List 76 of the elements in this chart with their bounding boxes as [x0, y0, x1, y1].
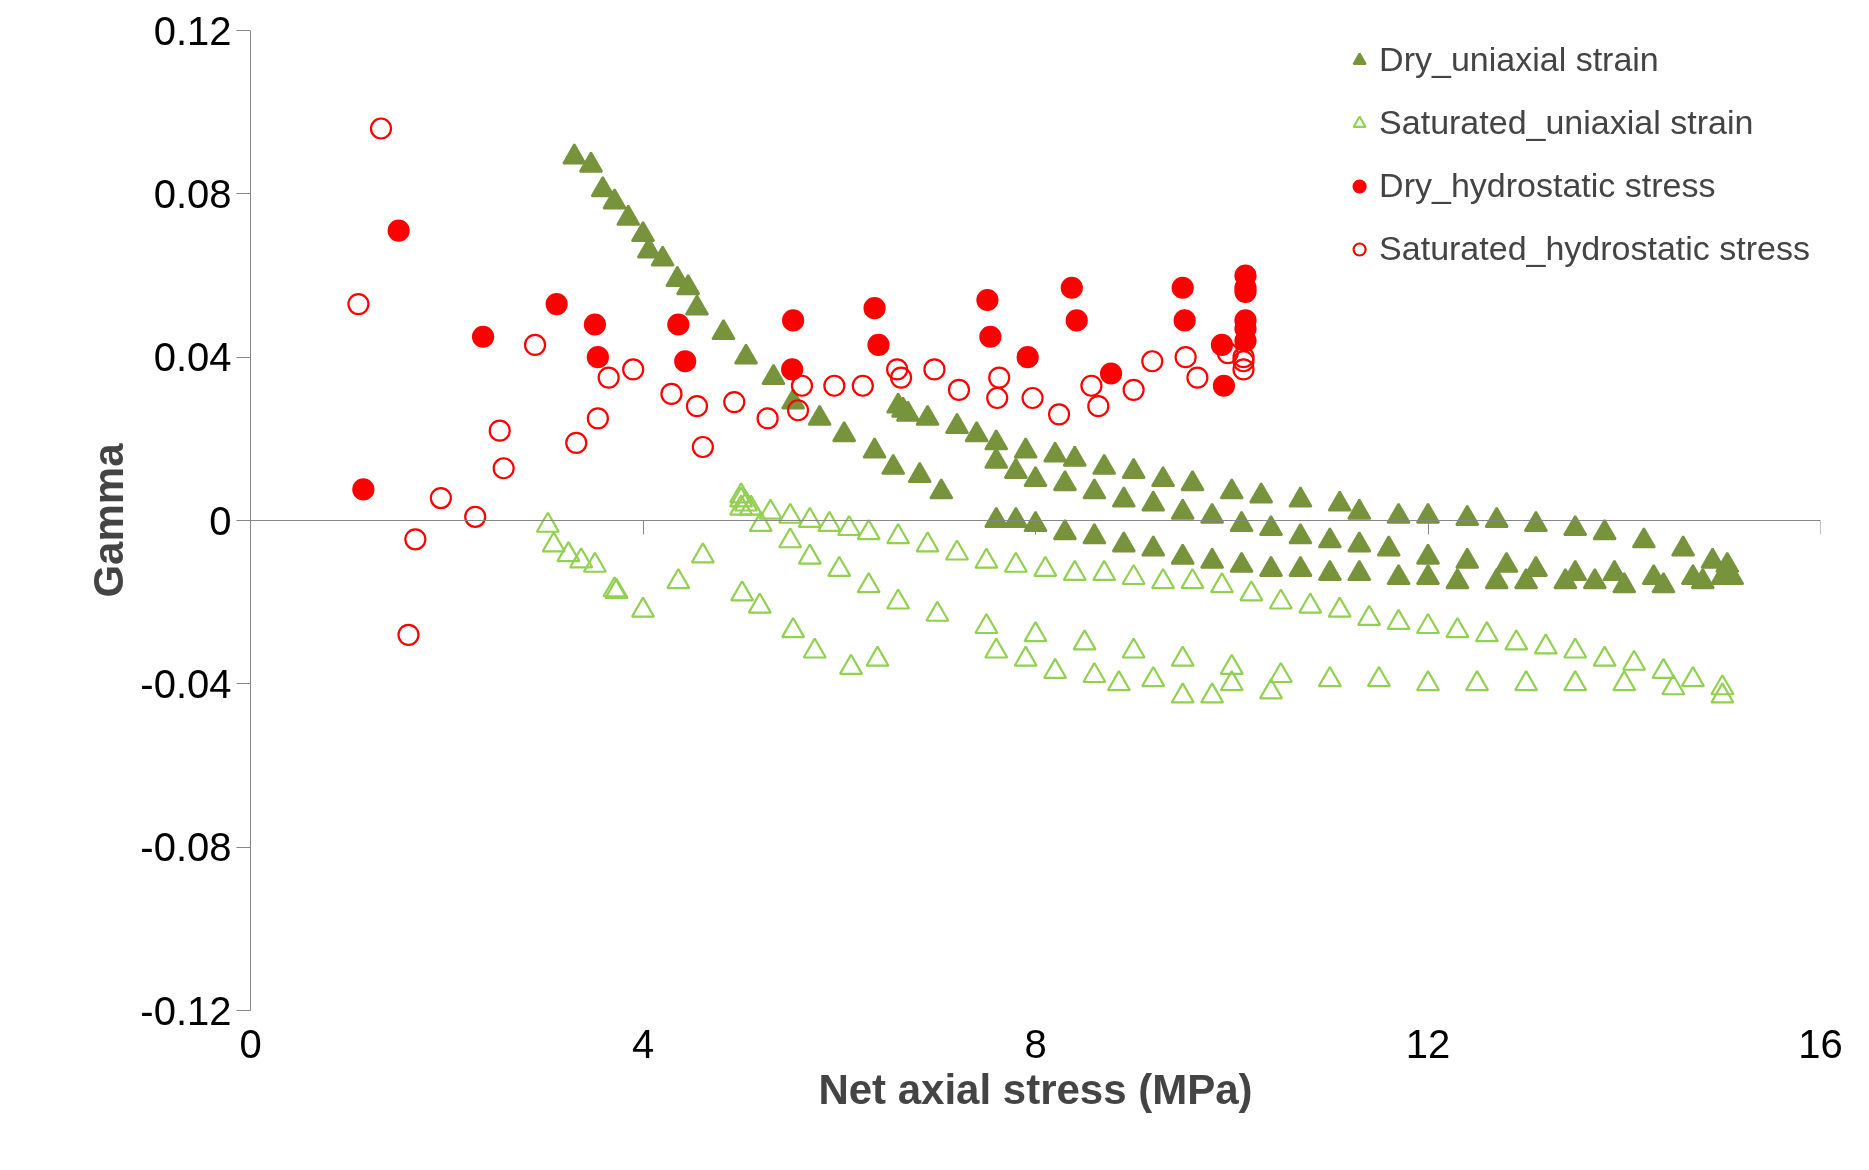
point [1016, 346, 1039, 369]
point [597, 366, 620, 389]
point [1186, 366, 1209, 389]
point [1065, 309, 1088, 332]
point [979, 325, 1002, 348]
x-tick-label: 0 [239, 1021, 262, 1066]
point [347, 293, 370, 316]
point [1060, 276, 1083, 299]
legend-label: Saturated_uniaxial strain [1379, 103, 1754, 142]
point [1122, 378, 1145, 401]
point [369, 117, 393, 140]
point [790, 374, 814, 397]
point [352, 478, 375, 501]
y-tick-label: -0.12 [140, 988, 232, 1033]
point [863, 297, 886, 320]
x-tick-label: 8 [1024, 1021, 1047, 1066]
point [397, 623, 420, 646]
point [492, 457, 515, 480]
point [976, 288, 999, 312]
y-tick-label: 0.08 [153, 171, 232, 216]
point [488, 419, 511, 442]
x-tick-label: 12 [1405, 1021, 1451, 1066]
point [464, 505, 487, 528]
point [1087, 395, 1110, 418]
point [1171, 276, 1194, 299]
point [886, 358, 909, 381]
point [947, 378, 971, 401]
point [471, 325, 495, 348]
point [622, 358, 645, 381]
point [691, 435, 714, 459]
y-tick-label: -0.08 [140, 825, 232, 870]
point [851, 374, 874, 397]
point [1173, 309, 1196, 332]
point [429, 486, 452, 510]
point [660, 382, 683, 405]
point [867, 333, 890, 356]
legend-label: Dry_uniaxial strain [1379, 40, 1659, 79]
point [545, 293, 568, 316]
point [786, 399, 810, 422]
point [1021, 386, 1044, 410]
point [1232, 358, 1255, 381]
point [889, 366, 913, 389]
point [586, 346, 609, 369]
y-tick-label: 0 [209, 498, 232, 543]
point [988, 366, 1011, 389]
point [1141, 350, 1164, 373]
point [781, 358, 804, 381]
point [667, 313, 690, 336]
x-tick-label: 4 [631, 1021, 655, 1066]
point [1212, 374, 1235, 397]
point [674, 350, 697, 373]
x-axis-title: Net axial stress (MPa) [818, 1065, 1253, 1113]
legend-label: Dry_hydrostatic stress [1379, 166, 1716, 205]
point [404, 528, 427, 551]
point [1047, 403, 1071, 426]
point [586, 407, 609, 430]
point [1174, 346, 1197, 369]
y-tick-label: 0.04 [153, 335, 232, 380]
x-tick-label: 16 [1798, 1021, 1843, 1066]
point [685, 395, 709, 418]
point [583, 313, 607, 336]
point [756, 407, 779, 430]
legend-label: Saturated_hydrostatic stress [1379, 229, 1810, 268]
y-tick-label: 0.12 [153, 8, 232, 53]
point [1080, 374, 1103, 397]
point [986, 386, 1009, 410]
point [923, 358, 946, 381]
y-axis-title: Gamma [85, 442, 133, 598]
point [1099, 362, 1123, 385]
point [387, 219, 410, 242]
point [523, 333, 547, 356]
point [782, 309, 805, 332]
point [565, 431, 588, 454]
y-tick-label: -0.04 [140, 661, 232, 706]
point [723, 391, 746, 414]
point [823, 374, 846, 397]
